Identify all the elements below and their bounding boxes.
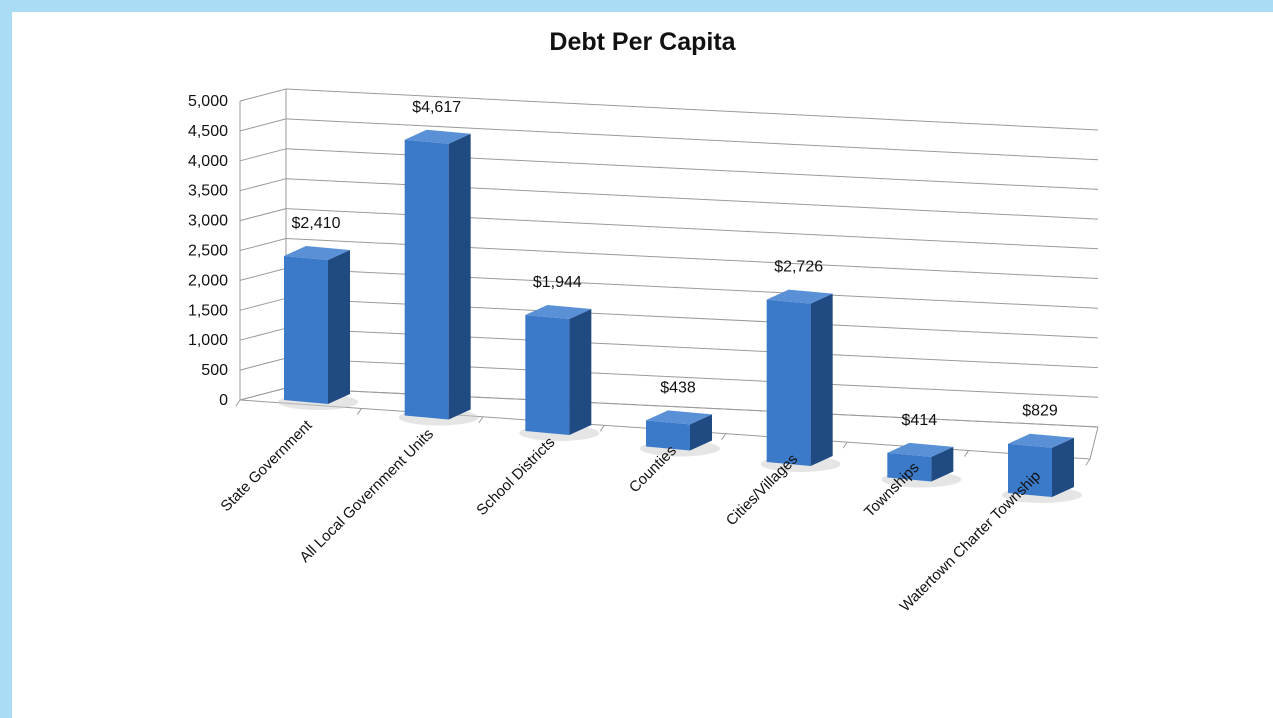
side-gridline — [239, 238, 287, 251]
bar-front — [284, 255, 328, 404]
data-label: $2,410 — [292, 215, 341, 232]
x-tick — [599, 425, 605, 432]
bar-side — [448, 133, 471, 420]
y-tick-label: 2,500 — [188, 243, 228, 260]
data-label: $4,617 — [412, 99, 461, 116]
bar-side — [810, 293, 833, 466]
bar-side — [931, 446, 954, 482]
data-label: $414 — [902, 412, 938, 429]
bar-side — [569, 309, 592, 435]
bar-top — [284, 245, 350, 260]
y-tick-label: 5,000 — [188, 93, 228, 110]
bar-front — [766, 299, 811, 466]
x-tick — [964, 450, 969, 457]
y-tick-label: 500 — [201, 362, 228, 379]
data-labels: $2,410 $4,617 $1,944 $438 $2,726 $414 $829 — [292, 99, 1058, 429]
x-tick — [1085, 458, 1091, 466]
y-tick-label: 1,000 — [188, 332, 228, 349]
bar-top — [646, 410, 712, 425]
y-tick-label: 1,500 — [188, 302, 228, 319]
x-tick — [842, 441, 848, 449]
bar-chart: 0 500 1,000 1,500 2,000 2,500 3,000 3,500 4,000 4… — [188, 88, 1099, 616]
y-tick-label: 4,000 — [188, 153, 228, 170]
x-tick — [235, 399, 241, 407]
y-tick-label: 0 — [219, 392, 228, 409]
side-gridline — [239, 88, 287, 102]
y-axis-ticks: 0 500 1,000 1,500 2,000 2,500 3,000 3,500 4,000 4… — [188, 93, 228, 409]
side-gridline — [239, 208, 287, 222]
y-tick-label: 2,000 — [188, 272, 228, 289]
bar-top — [404, 129, 471, 144]
back-gridline — [285, 88, 1099, 131]
back-gridline — [285, 118, 1099, 161]
data-label: $1,944 — [533, 274, 582, 291]
category-label: School Districts — [473, 434, 558, 519]
side-gridline — [239, 267, 287, 281]
y-tick-label: 3,000 — [188, 213, 228, 230]
bar-top — [1008, 433, 1074, 448]
side-gridline — [239, 387, 287, 401]
bar-front — [887, 452, 932, 482]
side-gridline — [239, 148, 287, 162]
bar-top — [766, 289, 833, 304]
side-gridline — [239, 327, 287, 341]
bar-side — [328, 249, 350, 404]
x-tick — [721, 433, 727, 440]
data-label: $438 — [660, 379, 696, 396]
side-gridline — [239, 118, 287, 132]
bar-top — [887, 442, 954, 457]
category-label: State Government — [217, 416, 316, 515]
bar-front — [525, 315, 570, 435]
chart-area: Debt Per Capita 0 500 1,000 1,500 2,000 2,500… — [12, 12, 1273, 718]
bar-front — [404, 139, 449, 420]
data-label: $829 — [1022, 403, 1058, 420]
y-tick-label: 4,500 — [188, 123, 228, 140]
bar-front — [646, 420, 690, 451]
x-tick — [357, 408, 362, 415]
bar-side — [1052, 437, 1074, 497]
side-gridline — [239, 297, 287, 311]
side-gridline — [239, 357, 287, 371]
bar-front — [1008, 443, 1052, 497]
data-label: $2,726 — [774, 259, 823, 276]
side-gridline — [239, 178, 287, 192]
bar-side — [690, 414, 712, 451]
bar-top — [525, 305, 592, 320]
chart-walls — [239, 89, 1099, 460]
category-label: All Local Government Units — [296, 425, 437, 566]
category-label: Watertown Charter Township — [897, 468, 1045, 616]
bars — [278, 129, 1082, 503]
chart-title: Debt Per Capita — [549, 28, 736, 56]
x-tick — [478, 416, 484, 424]
y-tick-label: 3,500 — [188, 183, 228, 200]
